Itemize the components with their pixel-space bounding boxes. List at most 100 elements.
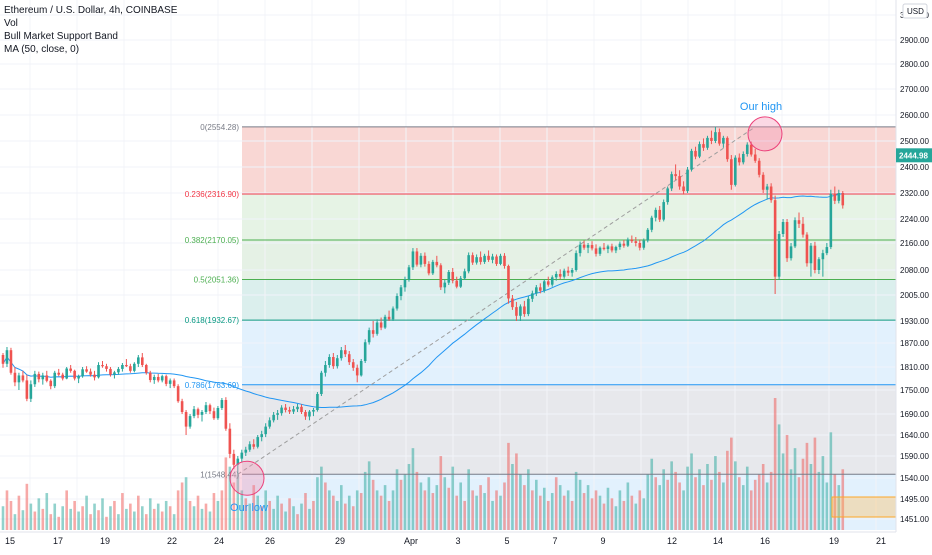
volume-bars [1, 398, 845, 530]
volume-bar [479, 485, 482, 530]
volume-bar [646, 474, 650, 530]
volume-bar [168, 506, 172, 530]
price-tick-label: 1495.00 [900, 495, 929, 504]
low-circle [229, 460, 265, 496]
candle-body [9, 350, 13, 373]
candle-body [531, 293, 534, 299]
candle-body [375, 322, 379, 334]
candle-body [658, 209, 661, 220]
volume-bar [789, 469, 793, 530]
price-axis[interactable]: 3000.002900.002800.002700.002600.002500.… [895, 0, 932, 550]
candle-body [801, 223, 805, 235]
candle-body [312, 410, 315, 412]
candle-body [256, 437, 260, 447]
volume-bar [359, 493, 363, 530]
candle-body [459, 278, 462, 287]
candle-body [650, 217, 654, 230]
volume-bar [324, 482, 327, 530]
candle-body [805, 234, 809, 264]
candle-body [296, 406, 299, 410]
volume-bar [558, 485, 562, 530]
volume-bar [65, 490, 68, 530]
volume-bar [427, 477, 431, 530]
candle-body [188, 416, 192, 427]
fib-zone-0.618 [242, 320, 896, 385]
candle-body [769, 186, 773, 201]
candle-body [423, 255, 427, 264]
volume-bar [682, 490, 685, 530]
volume-bar [137, 495, 140, 530]
band-indicator-label[interactable]: Bull Market Support Band [4, 31, 118, 42]
time-tick-label: 16 [760, 536, 770, 546]
volume-bar [531, 490, 534, 530]
candle-body [765, 186, 769, 190]
candle-body [272, 414, 275, 421]
time-tick-label: 15 [5, 536, 15, 546]
candle-body [411, 251, 415, 268]
candle-body [566, 270, 570, 273]
volume-bar [184, 477, 188, 530]
currency-box [902, 3, 928, 19]
price-tick-label: 1870.00 [900, 339, 929, 348]
volume-bar [710, 479, 713, 530]
candle-body [586, 245, 590, 248]
candle-body [65, 368, 68, 379]
candle-body [212, 411, 216, 419]
candle-body [487, 255, 490, 260]
high-circle [747, 116, 783, 152]
volume-bar [347, 495, 351, 530]
candle-body [403, 279, 407, 288]
volume-bar [97, 510, 100, 530]
volume-bar [415, 471, 419, 530]
candle-body [539, 287, 542, 291]
volume-bar [240, 490, 244, 530]
candle-body [89, 371, 92, 375]
candle-body [383, 316, 387, 328]
volume-bar [399, 479, 403, 530]
volume-bar [706, 464, 709, 530]
price-axis-background [896, 0, 932, 550]
volume-indicator-label[interactable]: Vol [4, 18, 18, 29]
candle-body [125, 365, 128, 367]
symbol-title[interactable]: Ethereum / U.S. Dollar, 4h, COINBASE [4, 5, 178, 16]
time-tick-label: 7 [552, 536, 557, 546]
candle-body [602, 247, 606, 250]
price-tick-label: 2500.00 [900, 137, 929, 146]
volume-bar [730, 437, 733, 530]
current-price-badge: 2444.98 [896, 148, 932, 163]
volume-bar [670, 461, 673, 530]
volume-bar [781, 453, 785, 530]
candle-body [320, 372, 323, 394]
volume-bar [407, 464, 411, 530]
candle-body [626, 239, 630, 246]
volume-bar [180, 482, 184, 530]
price-tick-label: 2800.00 [900, 60, 929, 69]
volume-bar [519, 474, 522, 530]
volume-bar [610, 498, 614, 530]
volume-bar [125, 508, 128, 530]
volume-bar [371, 479, 375, 530]
volume-bar [797, 477, 801, 530]
candle-body [570, 270, 574, 273]
volume-bar [634, 503, 638, 530]
candle-body [308, 411, 311, 417]
volume-bar [216, 500, 220, 530]
time-axis[interactable]: 15 17 19 22 24 26 29 Apr 3 5 7 9 12 14 16 19 21 [0, 531, 896, 546]
fib-label-0.618: 0.618(1932.67) [185, 316, 240, 325]
time-tick-label: 9 [600, 536, 605, 546]
candle-body [515, 307, 518, 316]
volume-bar [336, 500, 339, 530]
volume-bar [658, 485, 661, 530]
time-tick-label: 29 [335, 536, 345, 546]
candle-body [284, 407, 287, 410]
fib-label-1: 1(1548.44) [200, 470, 239, 479]
volume-bar [582, 493, 586, 530]
candle-body [431, 261, 435, 274]
ma-indicator-label[interactable]: MA (50, close, 0) [4, 44, 80, 55]
candle-body [61, 374, 64, 379]
candle-body [550, 277, 554, 285]
volume-bar [61, 506, 64, 530]
candle-body [738, 157, 741, 163]
